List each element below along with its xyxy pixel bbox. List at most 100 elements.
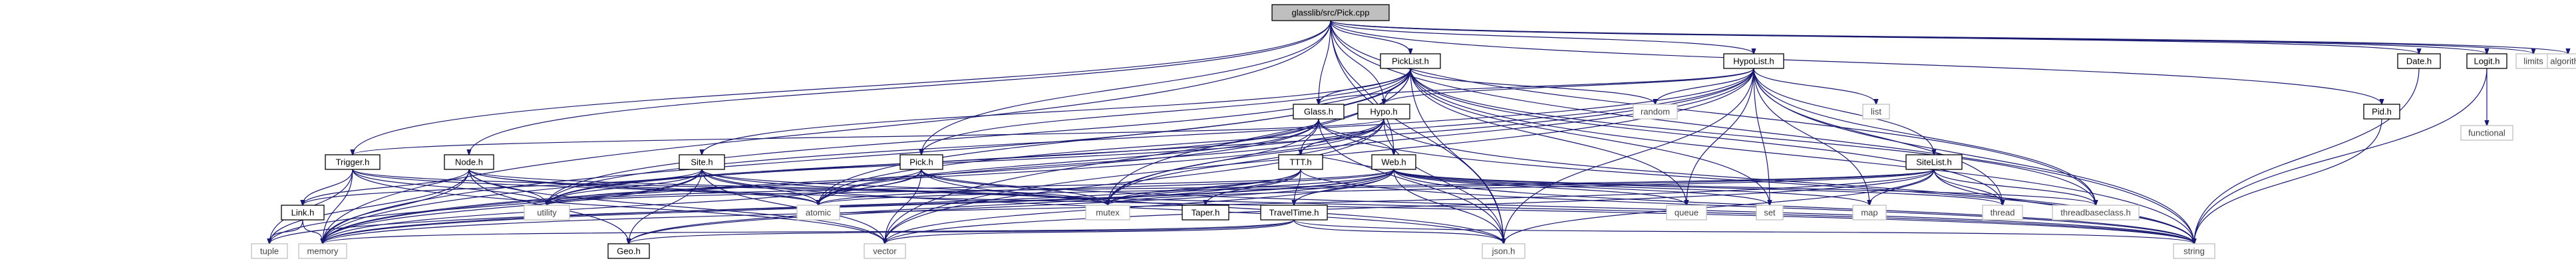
- dependency-edges: [269, 20, 2568, 244]
- node-map-label: map: [1861, 207, 1877, 217]
- edge-pickcpp-to-node: [469, 20, 1331, 155]
- node-atomic-box: [796, 205, 840, 221]
- node-glass-box: [1293, 104, 1345, 120]
- edge-sitelist-to-utility: [547, 169, 1935, 205]
- edge-site-to-memory: [323, 169, 703, 244]
- edge-node-to-tuple: [269, 169, 470, 244]
- node-date-label: Date.h: [2406, 56, 2432, 66]
- edge-trigger-to-utility: [352, 169, 547, 205]
- edge-sitelist-to-threadbaseclass: [1933, 169, 2096, 205]
- node-sitelist[interactable]: SiteList.h: [1905, 154, 1963, 170]
- edge-picklist-to-thread: [1410, 68, 2003, 205]
- node-pick-label: Pick.h: [909, 157, 933, 167]
- node-trigger[interactable]: Trigger.h: [325, 154, 381, 170]
- node-pick[interactable]: Pick.h: [899, 154, 943, 170]
- node-trigger-box: [325, 154, 381, 170]
- edge-pickcpp-to-trigger: [353, 20, 1331, 155]
- edge-web-to-map: [1393, 169, 1869, 205]
- edge-sitelist-to-vector: [885, 169, 1935, 244]
- edge-site-to-atomic: [701, 169, 818, 205]
- node-logit-label: Logit.h: [2474, 56, 2499, 66]
- edge-pickcpp-to-picklist: [1330, 20, 1410, 54]
- node-hypo-label: Hypo.h: [1370, 106, 1397, 116]
- node-date-box: [2397, 53, 2441, 69]
- edge-traveltime-to-vector: [885, 219, 1295, 244]
- node-json: json.h: [1482, 243, 1526, 259]
- node-string-box: [2173, 243, 2215, 259]
- node-traveltime[interactable]: TravelTime.h: [1260, 205, 1328, 221]
- node-random-label: random: [1641, 106, 1670, 116]
- node-hypolist-label: HypoList.h: [1733, 56, 1774, 66]
- edge-picklist-to-set: [1410, 68, 1770, 205]
- edge-hypolist-to-utility: [547, 68, 1754, 205]
- node-string: string: [2173, 243, 2215, 259]
- node-web[interactable]: Web.h: [1371, 154, 1416, 170]
- node-trigger-label: Trigger.h: [336, 157, 370, 167]
- edge-node-to-link: [303, 169, 470, 205]
- edge-hypolist-to-string: [1753, 68, 2194, 244]
- node-pickcpp-box: [1271, 4, 1390, 21]
- edge-trigger-to-memory: [323, 169, 353, 244]
- node-pick-box: [899, 154, 943, 170]
- node-mutex-box: [1085, 205, 1130, 221]
- edge-site-to-utility: [547, 169, 703, 205]
- edge-glass-to-memory: [323, 118, 1319, 244]
- node-algorithm: algorithm: [2547, 53, 2576, 69]
- node-pid-label: Pid.h: [2372, 106, 2392, 116]
- edge-link-to-tuple: [269, 219, 303, 244]
- node-hypolist-box: [1723, 53, 1784, 69]
- node-tuple: tuple: [251, 243, 288, 259]
- node-memory-box: [298, 243, 347, 259]
- edge-traveltime-to-geo: [629, 219, 1295, 244]
- node-logit[interactable]: Logit.h: [2466, 53, 2507, 69]
- edge-glass-to-atomic: [818, 118, 1319, 205]
- node-ttt-box: [1278, 154, 1323, 170]
- node-link[interactable]: Link.h: [281, 205, 325, 221]
- edge-sitelist-to-mutex: [1108, 169, 1935, 205]
- node-geo-label: Geo.h: [617, 246, 640, 256]
- node-glass[interactable]: Glass.h: [1293, 104, 1345, 120]
- node-algorithm-box: [2547, 53, 2576, 69]
- node-pid[interactable]: Pid.h: [2363, 104, 2400, 120]
- node-taper[interactable]: Taper.h: [1182, 205, 1229, 221]
- node-atomic-label: atomic: [806, 207, 832, 217]
- node-ttt[interactable]: TTT.h: [1278, 154, 1323, 170]
- node-tuple-label: tuple: [260, 246, 279, 256]
- edge-hypolist-to-hypo: [1384, 68, 1754, 104]
- edge-site-to-geo: [629, 169, 703, 244]
- node-date[interactable]: Date.h: [2397, 53, 2441, 69]
- node-picklist-box: [1380, 53, 1441, 69]
- node-atomic: atomic: [796, 205, 840, 221]
- edge-sitelist-to-map: [1869, 169, 1935, 205]
- node-mutex-label: mutex: [1096, 207, 1120, 217]
- node-limits: limits: [2515, 53, 2551, 69]
- node-node[interactable]: Node.h: [444, 154, 494, 170]
- node-mutex: mutex: [1085, 205, 1130, 221]
- node-map: map: [1852, 205, 1887, 221]
- node-hypo[interactable]: Hypo.h: [1357, 104, 1410, 120]
- node-picklist[interactable]: PickList.h: [1380, 53, 1441, 69]
- node-web-label: Web.h: [1381, 157, 1406, 167]
- node-pid-box: [2363, 104, 2400, 120]
- node-utility-label: utility: [537, 207, 557, 217]
- node-utility: utility: [524, 205, 570, 221]
- node-geo[interactable]: Geo.h: [607, 243, 650, 259]
- node-hypolist[interactable]: HypoList.h: [1723, 53, 1784, 69]
- node-set-box: [1756, 205, 1784, 221]
- node-pickcpp[interactable]: glasslib/src/Pick.cpp: [1271, 4, 1390, 21]
- node-glass-label: Glass.h: [1304, 106, 1333, 116]
- edge-node-to-memory: [323, 169, 470, 244]
- node-utility-box: [524, 205, 570, 221]
- edge-web-to-utility: [547, 169, 1394, 205]
- dependency-nodes: glasslib/src/Pick.cpp PickList.h HypoList.…: [251, 4, 2576, 259]
- node-site-box: [679, 154, 725, 170]
- node-hypo-box: [1357, 104, 1410, 120]
- node-functional-box: [2460, 125, 2513, 141]
- edge-site-to-tuple: [269, 169, 703, 244]
- edge-picklist-to-pick: [921, 68, 1411, 155]
- edge-pickcpp-to-glass: [1319, 20, 1331, 104]
- edge-node-to-mutex: [468, 169, 1108, 205]
- node-site[interactable]: Site.h: [679, 154, 725, 170]
- node-traveltime-box: [1260, 205, 1328, 221]
